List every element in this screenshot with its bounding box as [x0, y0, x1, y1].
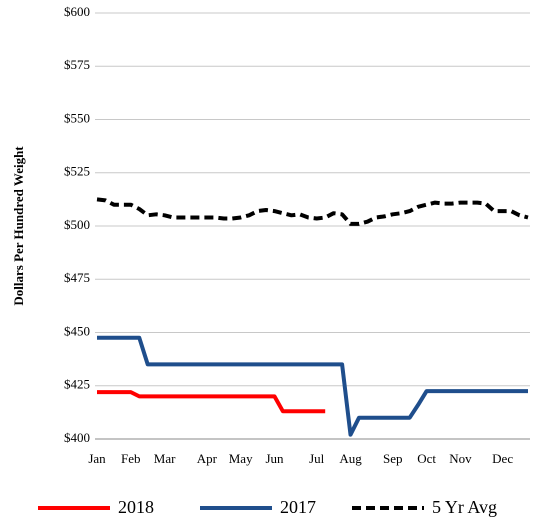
- y-tick-label: $475: [64, 270, 90, 285]
- legend-label: 5 Yr Avg: [432, 497, 497, 517]
- y-tick-label: $450: [64, 323, 90, 338]
- x-tick-label: Jan: [88, 451, 106, 466]
- y-tick-label: $500: [64, 217, 90, 232]
- x-tick-label: Sep: [383, 451, 403, 466]
- legend-label: 2017: [280, 497, 316, 517]
- x-tick-label: Mar: [154, 451, 176, 466]
- x-tick-label: Dec: [492, 451, 513, 466]
- y-tick-label: $525: [64, 164, 90, 179]
- line: [97, 335, 528, 437]
- x-tick-label: Oct: [417, 451, 436, 466]
- line: [97, 390, 326, 414]
- x-tick-label: Nov: [449, 451, 472, 466]
- legend-label: 2018: [118, 497, 154, 517]
- y-axis-label: Dollars Per Hundred Weight: [11, 146, 26, 306]
- x-tick-label: Apr: [197, 451, 218, 466]
- x-tick-label: Jul: [309, 451, 325, 466]
- x-tick-label: Jun: [265, 451, 284, 466]
- x-tick-label: Aug: [339, 451, 362, 466]
- y-tick-label: $600: [64, 4, 90, 19]
- x-tick-label: Feb: [121, 451, 141, 466]
- line: [96, 197, 529, 226]
- y-tick-label: $550: [64, 110, 90, 125]
- y-tick-label: $575: [64, 57, 90, 72]
- y-tick-label: $425: [64, 377, 90, 392]
- y-tick-label: $400: [64, 430, 90, 445]
- x-tick-label: May: [229, 451, 253, 466]
